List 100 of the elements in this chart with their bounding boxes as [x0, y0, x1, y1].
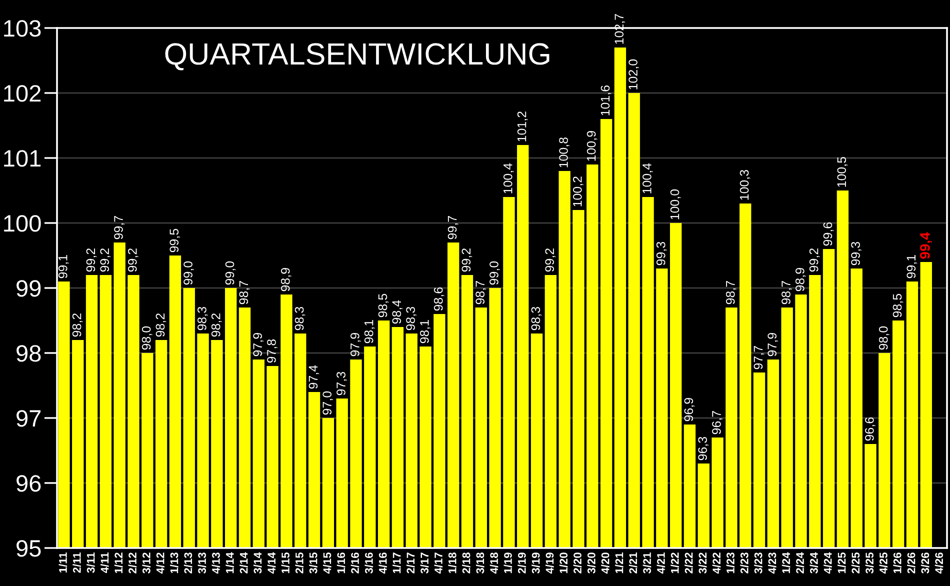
x-tick-label: 4/13: [212, 552, 220, 574]
data-label: 98,1: [364, 320, 375, 344]
data-label: 102,0: [628, 59, 639, 90]
data-label: 98,3: [294, 306, 306, 330]
data-label: 98,7: [726, 281, 736, 304]
y-tick-label: 101: [4, 150, 41, 167]
data-label: 98,6: [434, 287, 444, 311]
y-tick-label: 99: [16, 280, 41, 297]
chart-title: QUARTALSENTWICKLUNG: [165, 43, 550, 70]
x-tick-label: 3/12: [142, 552, 150, 574]
data-label: 100,5: [837, 156, 848, 187]
x-tick-label: 4/23: [768, 552, 776, 574]
data-label: 100,2: [572, 176, 584, 206]
data-label: 99,2: [86, 248, 97, 272]
data-label: 99,5: [170, 228, 180, 252]
data-label: 98,2: [72, 314, 83, 337]
x-tick-label: 2/11: [72, 552, 81, 573]
data-label: 100,8: [559, 137, 570, 168]
y-tick-label: 103: [4, 20, 41, 37]
x-tick-label: 1/20: [559, 552, 568, 574]
data-label: 100,9: [586, 131, 598, 161]
annotation: 99,4: [920, 232, 932, 259]
x-tick-label: 1/11: [58, 552, 68, 572]
data-label: 100,4: [642, 163, 653, 194]
x-tick-label: 3/11: [86, 552, 95, 573]
x-tick-label: 2/26: [907, 552, 916, 574]
x-tick-label: 3/21: [642, 552, 652, 574]
data-label: 96,9: [684, 398, 695, 422]
x-tick-label: 1/23: [726, 552, 735, 574]
x-tick-label: 1/17: [392, 552, 401, 574]
data-label: 99,3: [656, 242, 667, 266]
x-tick-label: 2/13: [184, 552, 192, 574]
x-tick-label: 3/18: [476, 552, 484, 574]
x-tick-label: 3/25: [865, 552, 874, 574]
x-tick-label: 3/19: [532, 552, 540, 574]
data-label: 98,9: [795, 268, 806, 292]
x-tick-label: 3/24: [810, 552, 818, 574]
data-label: 97,3: [336, 372, 347, 396]
x-tick-label: 2/15: [295, 552, 304, 574]
x-tick-label: 2/14: [240, 552, 248, 574]
x-tick-label: 2/22: [684, 552, 693, 574]
data-label: 98,9: [280, 268, 292, 292]
data-label: 97,0: [322, 391, 334, 415]
y-tick-label: 97: [16, 410, 41, 427]
x-tick-label: 2/17: [406, 552, 415, 574]
x-tick-label: 1/14: [226, 552, 234, 574]
data-label: 99,7: [448, 216, 458, 240]
x-tick-label: 1/18: [448, 552, 456, 574]
x-tick-label: 1/15: [281, 552, 290, 574]
data-label: 98,5: [892, 294, 904, 318]
data-label: 98,5: [378, 294, 389, 318]
x-tick-label: 2/16: [350, 552, 360, 574]
x-tick-label: 1/25: [838, 552, 846, 574]
data-label: 99,2: [545, 248, 556, 272]
data-label: 99,2: [462, 248, 472, 272]
data-label: 99,2: [809, 248, 820, 272]
x-tick-label: 3/17: [420, 552, 429, 574]
x-tick-label: 2/21: [628, 552, 638, 574]
x-tick-label: 1/22: [670, 552, 679, 574]
data-label: 98,3: [531, 306, 542, 330]
x-tick-label: 3/15: [309, 552, 318, 574]
x-tick-label: 4/20: [601, 552, 610, 574]
x-tick-label: 3/20: [587, 552, 596, 574]
x-tick-label: 1/19: [504, 552, 512, 574]
data-label: 100,4: [503, 163, 514, 194]
data-label: 98,3: [198, 306, 208, 330]
y-tick-label: 98: [16, 345, 41, 362]
x-tick-label: 2/20: [573, 552, 582, 574]
x-tick-label: 4/15: [322, 552, 332, 574]
data-label: 97,4: [308, 365, 320, 389]
x-tick-label: 3/13: [198, 552, 206, 574]
x-tick-label: 4/19: [545, 552, 554, 574]
x-tick-label: 2/23: [740, 552, 748, 574]
x-tick-label: 4/26: [934, 552, 944, 574]
data-label: 96,6: [865, 417, 876, 441]
x-tick-label: 2/18: [462, 552, 470, 574]
data-label: 102,7: [614, 14, 626, 44]
x-tick-label: 1/26: [893, 552, 902, 574]
data-label: 97,9: [768, 332, 778, 356]
x-tick-label: 3/14: [253, 552, 262, 574]
data-label: 100,3: [740, 170, 750, 200]
x-tick-label: 4/14: [267, 552, 276, 574]
data-label: 99,0: [184, 261, 194, 285]
x-tick-label: 3/22: [698, 552, 707, 574]
x-tick-label: 3/23: [754, 552, 762, 574]
data-label: 98,2: [211, 314, 222, 337]
data-label: 97,8: [267, 339, 278, 363]
data-label: 96,7: [712, 411, 722, 434]
x-tick-label: 4/16: [378, 552, 387, 574]
data-label: 99,0: [490, 261, 500, 285]
data-label: 99,2: [100, 248, 111, 272]
data-label: 100,0: [670, 189, 681, 220]
data-label: 99,1: [906, 255, 918, 278]
data-label: 98,7: [239, 281, 250, 304]
x-tick-label: 1/24: [782, 552, 790, 574]
y-tick-label: 95: [16, 540, 41, 557]
y-tick-label: 96: [16, 475, 41, 492]
data-label: 99,7: [114, 216, 124, 240]
x-tick-label: 4/24: [824, 552, 832, 574]
x-tick-label: 2/12: [128, 552, 137, 574]
